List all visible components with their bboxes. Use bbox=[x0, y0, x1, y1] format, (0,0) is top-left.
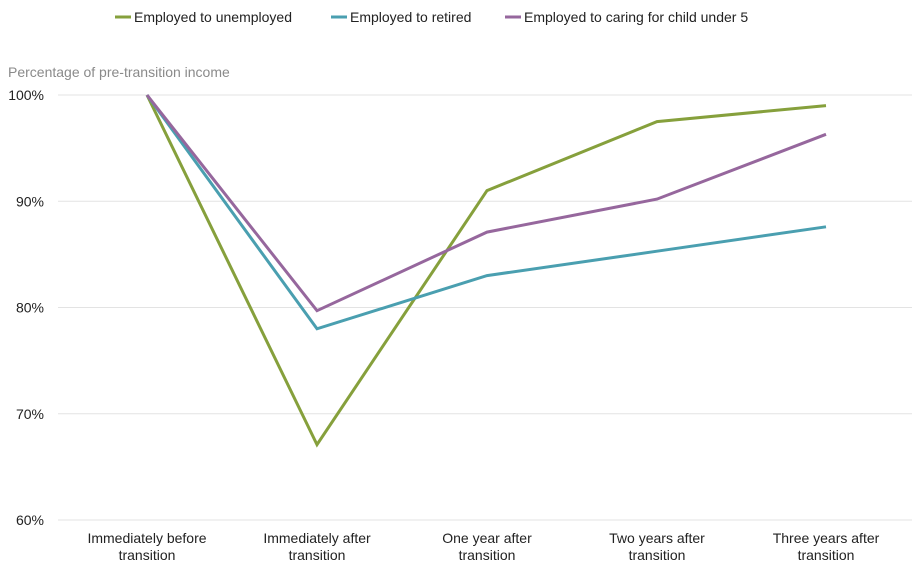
series-line-1 bbox=[145, 94, 827, 448]
y-tick-label: 60% bbox=[16, 512, 44, 528]
x-tick-label-line: transition bbox=[289, 547, 346, 563]
y-axis-label: Percentage of pre-transition income bbox=[8, 64, 230, 80]
series-line-2 bbox=[145, 94, 827, 331]
x-tick-label: Two years after transition bbox=[609, 530, 705, 563]
y-axis-ticks: 100% 90% 80% 70% 60% bbox=[8, 87, 44, 528]
x-axis-ticks: Immediately before transitionImmediately … bbox=[87, 530, 879, 563]
x-tick-label-line: transition bbox=[459, 547, 516, 563]
legend-label: Employed to caring for child under 5 bbox=[524, 9, 748, 25]
y-tick-label: 90% bbox=[16, 193, 44, 209]
y-tick-label: 70% bbox=[16, 406, 44, 422]
x-tick-label-line: Immediately before bbox=[87, 530, 206, 546]
legend-label: Employed to retired bbox=[350, 9, 471, 25]
x-tick-label-line: Two years after bbox=[609, 530, 705, 546]
gridlines bbox=[58, 94, 912, 521]
series-lines bbox=[145, 94, 827, 448]
y-tick-label: 80% bbox=[16, 300, 44, 316]
x-tick-label: One year after transition bbox=[442, 530, 532, 563]
x-tick-label-line: transition bbox=[119, 547, 176, 563]
legend-label: Employed to unemployed bbox=[134, 9, 292, 25]
x-tick-label-line: Immediately after bbox=[263, 530, 371, 546]
x-tick-label: Immediately after transition bbox=[263, 530, 371, 563]
x-tick-label-line: transition bbox=[798, 547, 855, 563]
x-tick-label-line: transition bbox=[629, 547, 686, 563]
x-tick-label: Three years after transition bbox=[773, 530, 880, 563]
x-tick-label: Immediately before transition bbox=[87, 530, 206, 563]
y-tick-label: 100% bbox=[8, 87, 44, 103]
x-tick-label-line: One year after bbox=[442, 530, 532, 546]
series-line-3 bbox=[145, 94, 827, 313]
legend: Employed to unemployed Employed to retire… bbox=[115, 9, 748, 25]
x-tick-label-line: Three years after bbox=[773, 530, 880, 546]
